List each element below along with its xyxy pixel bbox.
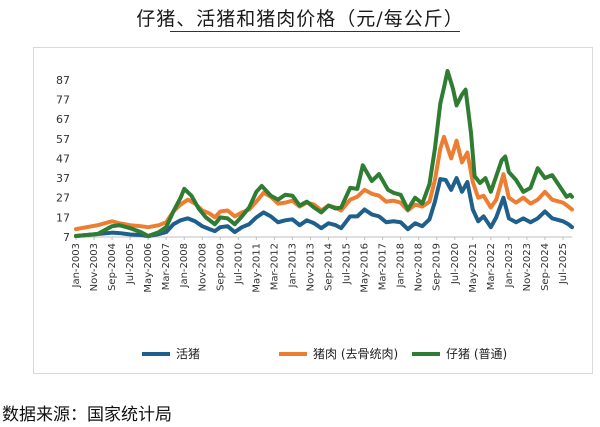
x-tick-label: Jan-2018 <box>396 243 407 288</box>
x-tick-label: Jul-2015 <box>342 243 353 285</box>
x-tick-label: Jan-2008 <box>179 243 190 288</box>
y-tick-label: 77 <box>56 93 70 106</box>
y-tick-label: 87 <box>56 74 70 87</box>
y-tick-label: 37 <box>56 172 70 185</box>
legend-label-0: 活猪 <box>176 347 200 361</box>
x-tick-label: Sep-2004 <box>107 243 118 291</box>
x-tick-label: Jan-2013 <box>287 243 298 288</box>
x-tick-label: Jan-2003 <box>71 243 82 288</box>
legend-label-1: 猪肉 (去骨统肉) <box>313 347 398 361</box>
x-tick-label: May-2016 <box>360 243 371 293</box>
x-tick-label: Jul-2025 <box>558 243 569 285</box>
series-line-0 <box>74 176 574 239</box>
x-tick-label: Nov-2008 <box>197 243 208 291</box>
y-tick-label: 67 <box>56 113 70 126</box>
series-line-1 <box>74 134 574 232</box>
x-tick-label: Mar-2007 <box>161 243 172 290</box>
x-tick-label: May-2021 <box>468 243 479 293</box>
legend-label-2: 仔猪 (普通) <box>446 347 507 361</box>
title-underline <box>170 31 460 32</box>
line-chart: 7 17 27 37 47 57 67 77 87 Jan-2003 Nov-2003 Sep-200… <box>56 68 574 361</box>
y-tick-label: 57 <box>56 133 70 146</box>
x-tick-label: Jul-2005 <box>125 243 136 285</box>
x-tick-label: May-2011 <box>251 243 262 293</box>
x-tick-label: Sep-2009 <box>215 243 226 291</box>
y-tick-label: 27 <box>56 192 70 205</box>
data-source-note: 数据来源：国家统计局 <box>2 405 172 425</box>
x-tick-label: Jul-2010 <box>233 243 244 285</box>
y-tick-label: 17 <box>56 211 70 224</box>
x-tick-label: Nov-2023 <box>522 243 533 291</box>
x-tick-label: Mar-2022 <box>486 243 497 290</box>
x-tick-label: Mar-2017 <box>378 243 389 290</box>
series-line-2 <box>74 68 574 239</box>
x-tick-label: Nov-2018 <box>414 243 425 291</box>
x-tick-label: Sep-2019 <box>432 243 443 291</box>
x-tick-label: Sep-2014 <box>324 243 335 291</box>
y-tick-label: 7 <box>63 231 70 244</box>
x-tick-label: May-2006 <box>143 243 154 293</box>
y-tick-label: 47 <box>56 152 70 165</box>
x-tick-label: Jul-2020 <box>450 243 461 285</box>
x-tick-label: Nov-2013 <box>305 243 316 291</box>
chart-frame: 7 17 27 37 47 57 67 77 87 Jan-2003 Nov-2003 Sep-200… <box>33 47 593 374</box>
x-tick-label: Mar-2012 <box>269 243 280 290</box>
x-tick-label: Nov-2003 <box>89 243 100 291</box>
x-tick-label: Jan-2023 <box>504 243 515 288</box>
x-tick-label: Sep-2024 <box>540 243 551 291</box>
chart-title: 仔猪、活猪和猪肉价格（元/每公斤） <box>136 8 464 30</box>
